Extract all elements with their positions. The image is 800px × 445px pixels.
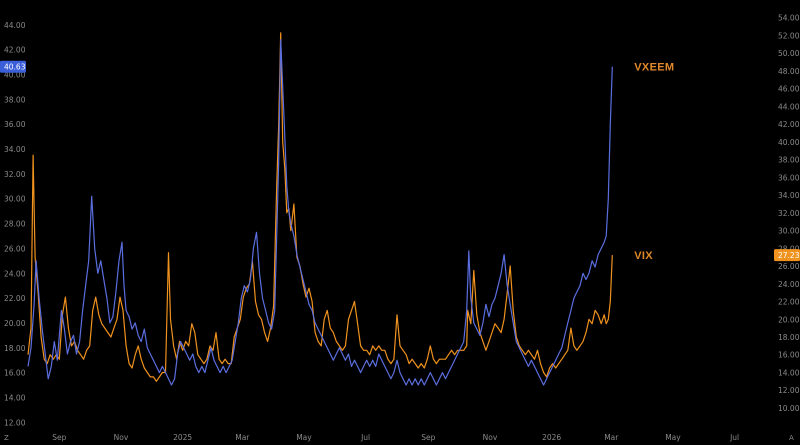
right-axis-tick-label: 46.00 [778, 85, 800, 94]
x-axis-tick-label: 2025 [173, 433, 192, 442]
series-name-label-vxeem: VXEEM [634, 62, 674, 74]
left-axis-tick-label: 16.00 [4, 369, 26, 378]
x-axis-tick-label: Mar [604, 433, 619, 442]
right-axis-tick-label: 54.00 [778, 14, 800, 23]
x-axis-tick-label: Jul [360, 433, 370, 442]
left-axis-tick-label: 22.00 [4, 294, 26, 303]
right-axis-tick-label: 50.00 [778, 49, 800, 58]
x-axis-tick-label: May [296, 433, 312, 442]
left-axis-tick-label: 28.00 [4, 220, 26, 229]
x-axis-tick-label: May [665, 433, 681, 442]
left-axis-tick-label: 14.00 [4, 393, 26, 402]
right-axis-tick-label: 18.00 [778, 333, 800, 342]
left-axis-tick-label: 42.00 [4, 46, 26, 55]
left-axis-tick-label: 18.00 [4, 344, 26, 353]
x-axis-tick-label: Sep [52, 433, 66, 442]
right-axis-tick-label: 30.00 [778, 227, 800, 236]
last-value-text-vix: 27.23 [778, 251, 800, 260]
right-axis-tick-label: 10.00 [778, 404, 800, 413]
left-axis-tick-label: 32.00 [4, 170, 26, 179]
right-axis-tick-label: 16.00 [778, 351, 800, 360]
last-value-text-vxeem: 40.63 [4, 63, 26, 72]
left-axis-tick-label: 36.00 [4, 120, 26, 129]
right-axis[interactable]: 10.00 12.00 14.00 16.00 18.00 20.00 22.00 24.00… [778, 14, 800, 413]
zoom-reset-button[interactable]: Z [4, 434, 9, 442]
x-axis-tick-label: Nov [114, 433, 129, 442]
left-axis-tick-label: 44.00 [4, 21, 26, 30]
right-axis-tick-label: 22.00 [778, 298, 800, 307]
right-axis-tick-label: 44.00 [778, 102, 800, 111]
left-axis-tick-label: 20.00 [4, 319, 26, 328]
left-axis-tick-label: 38.00 [4, 95, 26, 104]
right-axis-tick-label: 34.00 [778, 191, 800, 200]
x-axis-tick-label: Nov [483, 433, 498, 442]
series-name-label-vix: VIX [634, 250, 653, 262]
right-axis-tick-label: 36.00 [778, 173, 800, 182]
right-axis-tick-label: 52.00 [778, 31, 800, 40]
x-axis-tick-label: Jul [729, 433, 739, 442]
right-axis-tick-label: 14.00 [778, 368, 800, 377]
x-axis-tick-label: 2026 [542, 433, 561, 442]
right-axis-tick-label: 12.00 [778, 386, 800, 395]
right-axis-tick-label: 26.00 [778, 262, 800, 271]
left-axis-tick-label: 26.00 [4, 244, 26, 253]
right-axis-tick-label: 48.00 [778, 67, 800, 76]
left-axis-tick-label: 30.00 [4, 195, 26, 204]
right-axis-tick-label: 20.00 [778, 315, 800, 324]
left-axis-tick-label: 34.00 [4, 145, 26, 154]
right-axis-tick-label: 42.00 [778, 120, 800, 129]
right-axis-tick-label: 24.00 [778, 280, 800, 289]
x-axis-tick-label: Mar [235, 433, 250, 442]
right-axis-tick-label: 40.00 [778, 138, 800, 147]
x-axis-tick-label: Sep [421, 433, 435, 442]
left-axis-tick-label: 24.00 [4, 269, 26, 278]
right-axis-tick-label: 32.00 [778, 209, 800, 218]
left-axis-tick-label: 12.00 [4, 418, 26, 427]
right-axis-tick-label: 38.00 [778, 156, 800, 165]
auto-scale-button[interactable]: A [789, 434, 794, 442]
